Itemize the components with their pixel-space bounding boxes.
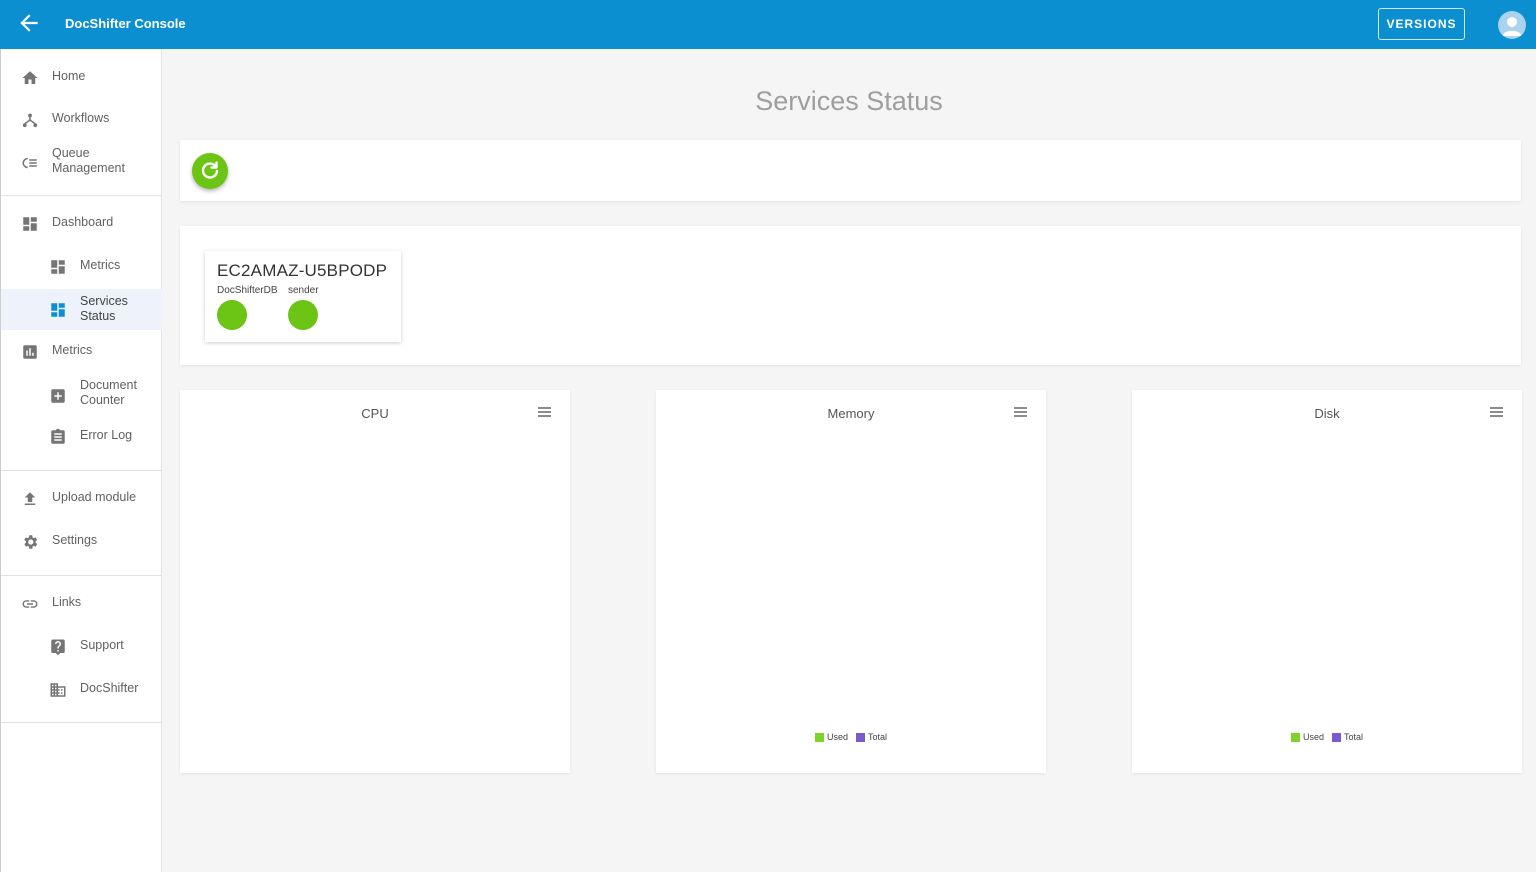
workflow-icon xyxy=(21,111,39,129)
sidebar-item-services-status[interactable]: Services Status xyxy=(1,289,162,330)
page-title: Services Status xyxy=(755,86,943,116)
add-box-icon xyxy=(49,387,67,405)
bar-chart-icon xyxy=(21,343,39,361)
sidebar-item-label: Queue Management xyxy=(52,146,125,175)
sidebar-item-label: Upload module xyxy=(52,490,137,504)
dashboard-icon xyxy=(49,258,67,276)
legend-item-used[interactable]: Used xyxy=(814,732,848,742)
chart-legend: Used Total xyxy=(1132,732,1522,742)
sidebar-item-label: Error Log xyxy=(80,428,133,442)
chart-legend: Used Total xyxy=(656,732,1046,742)
sidebar-item-settings[interactable]: Settings xyxy=(1,527,162,555)
sidebar-item-label: Support xyxy=(80,638,124,652)
top-bar: DocShifter Console VERSIONS xyxy=(0,0,1536,49)
servers-panel xyxy=(180,226,1521,365)
chart-title: Disk xyxy=(1314,406,1340,421)
sidebar-item-docshifter[interactable]: DocShifter xyxy=(1,675,162,703)
disk-chart xyxy=(1132,390,1522,773)
user-avatar-icon[interactable] xyxy=(1498,11,1526,39)
sidebar-item-workflows[interactable]: Workflows xyxy=(1,105,162,133)
legend-swatch xyxy=(856,732,865,742)
legend-swatch xyxy=(814,732,824,742)
dashboard-icon xyxy=(49,301,67,319)
sidebar-item-metrics[interactable]: Metrics xyxy=(1,337,162,365)
memory-chart-card: Memory 0.0020.0040.0060.0080.0045.34GBEC… xyxy=(656,390,1384,773)
legend-label: Used xyxy=(1302,732,1324,742)
server-name: EC2AMAZ-U5BPODP xyxy=(217,261,388,280)
building-icon xyxy=(49,681,67,699)
sidebar-item-error-log[interactable]: Error Log xyxy=(1,422,162,450)
legend-label: Total xyxy=(868,732,888,742)
sidebar-item-label: Metrics xyxy=(80,258,121,272)
service-label: sender xyxy=(288,285,319,296)
sidebar-item-dashboard[interactable]: Dashboard xyxy=(1,209,162,237)
sidebar: Home Workflows Queue Management Dashboar… xyxy=(0,49,162,872)
help-icon xyxy=(49,638,67,656)
versions-button[interactable]: VERSIONS xyxy=(1378,8,1465,40)
sidebar-item-label: Settings xyxy=(52,533,98,547)
sidebar-item-dashboard-metrics[interactable]: Metrics xyxy=(1,252,162,280)
service-status-indicator[interactable] xyxy=(217,300,247,330)
sidebar-item-label: Dashboard xyxy=(52,215,114,229)
sidebar-item-label: Services Status xyxy=(80,294,128,323)
cpu-chart-card: CPU 0.000.080.160.250.330.410.490.41%EC2… xyxy=(180,390,908,773)
queue-icon xyxy=(21,154,39,172)
gear-icon xyxy=(21,533,39,551)
disk-chart-card: Disk 0.0080.00160.00240.00320.0070.09GBE… xyxy=(1132,390,1536,773)
sidebar-item-label: Links xyxy=(52,595,82,609)
sidebar-divider xyxy=(1,470,162,471)
service-label: DocShifterDB xyxy=(217,285,278,296)
memory-chart xyxy=(656,390,1046,773)
back-arrow-icon[interactable] xyxy=(16,10,42,36)
refresh-icon xyxy=(201,161,219,179)
sidebar-item-document-counter[interactable]: Document Counter xyxy=(1,377,162,411)
sidebar-item-home[interactable]: Home xyxy=(1,63,162,91)
sidebar-item-support[interactable]: Support xyxy=(1,632,162,660)
legend-item-total[interactable]: Total xyxy=(856,732,887,742)
legend-label: Total xyxy=(1344,732,1364,742)
cpu-chart xyxy=(180,390,570,773)
sidebar-divider xyxy=(1,195,162,196)
legend-item-used[interactable]: Used xyxy=(1290,732,1324,742)
toolbar-panel xyxy=(180,140,1521,201)
sidebar-item-label: Document Counter xyxy=(80,378,137,407)
app-title: DocShifter Console xyxy=(65,16,186,31)
sidebar-item-upload-module[interactable]: Upload module xyxy=(1,484,162,512)
link-icon xyxy=(21,595,39,613)
sidebar-item-links[interactable]: Links xyxy=(1,589,162,617)
chart-title: CPU xyxy=(361,406,389,421)
sidebar-divider xyxy=(1,722,162,723)
server-card: EC2AMAZ-U5BPODP DocShifterDB sender xyxy=(205,251,401,342)
sidebar-item-label: Home xyxy=(52,69,86,83)
sidebar-item-label: Workflows xyxy=(52,111,110,125)
sidebar-item-queue-management[interactable]: Queue Management xyxy=(1,145,162,179)
sidebar-item-label: Metrics xyxy=(52,343,93,357)
legend-swatch xyxy=(1290,732,1300,742)
legend-swatch xyxy=(1332,732,1341,742)
sidebar-divider xyxy=(1,575,162,576)
legend-item-total[interactable]: Total xyxy=(1332,732,1363,742)
sidebar-item-label: DocShifter xyxy=(80,681,139,695)
clipboard-icon xyxy=(49,428,67,446)
legend-label: Used xyxy=(826,732,848,742)
home-icon xyxy=(21,69,39,87)
dashboard-icon xyxy=(21,215,39,233)
upload-icon xyxy=(21,490,39,508)
chart-title: Memory xyxy=(827,406,875,421)
refresh-button[interactable] xyxy=(192,153,228,189)
service-status-indicator[interactable] xyxy=(288,300,318,330)
